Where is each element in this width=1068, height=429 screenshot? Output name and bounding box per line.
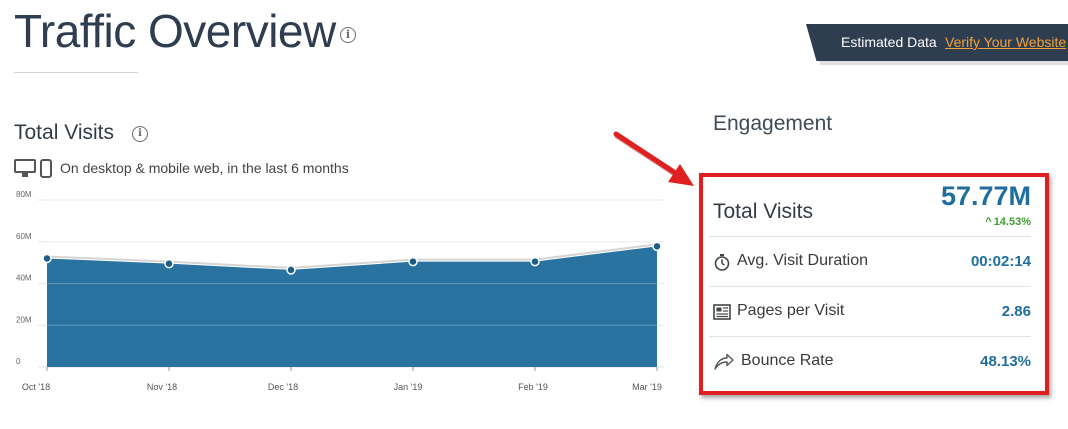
data-point[interactable] bbox=[42, 253, 52, 264]
metric-value: 00:02:14 bbox=[970, 253, 1031, 270]
info-icon[interactable]: i bbox=[340, 27, 356, 43]
estimated-data-banner bbox=[806, 24, 1068, 61]
x-tick-label: Oct '18 bbox=[22, 382, 50, 392]
change-value: 14.53% bbox=[993, 216, 1031, 228]
total-visits-label: Total Visits bbox=[713, 200, 813, 223]
metric-label: Pages per Visit bbox=[737, 302, 845, 319]
total-visits-title: Total Visits bbox=[14, 121, 114, 144]
data-point[interactable] bbox=[530, 256, 540, 267]
metric-label: Avg. Visit Duration bbox=[737, 252, 869, 269]
y-tick-label: 40M bbox=[16, 274, 32, 283]
metric-label: Bounce Rate bbox=[741, 352, 834, 369]
red-arrow-annotation bbox=[613, 131, 694, 186]
y-tick-label: 0 bbox=[16, 357, 21, 366]
engagement-row-avg-visit-duration: Avg. Visit Duration 00:02:14 bbox=[709, 237, 1031, 287]
data-point[interactable] bbox=[408, 256, 418, 267]
visits-area[interactable] bbox=[47, 246, 657, 367]
total-visits-value: 57.77M bbox=[940, 181, 1031, 211]
metric-value: 48.13% bbox=[980, 353, 1031, 370]
engagement-title: Engagement bbox=[713, 112, 833, 135]
data-point[interactable] bbox=[286, 265, 296, 275]
stopwatch-icon bbox=[714, 254, 730, 271]
chevron-up-icon: ^ bbox=[985, 216, 992, 228]
x-tick-label: Nov '18 bbox=[147, 382, 177, 392]
total-visits-info-icon[interactable]: i bbox=[132, 126, 148, 142]
title-divider bbox=[14, 72, 138, 73]
estimated-data-label: Estimated Data bbox=[841, 34, 937, 50]
desktop-icon bbox=[14, 159, 36, 177]
data-point[interactable] bbox=[652, 241, 662, 252]
bounce-arrow-icon bbox=[714, 353, 734, 370]
x-tick-label: Jan '19 bbox=[394, 382, 423, 392]
pages-icon bbox=[713, 304, 731, 320]
x-tick-label: Dec '18 bbox=[268, 382, 298, 392]
verify-website-link[interactable]: Verify Your Website bbox=[945, 34, 1067, 50]
metric-value: 2.86 bbox=[1001, 303, 1031, 320]
page-title: Traffic Overview bbox=[14, 5, 336, 57]
engagement-row-total-visits: Total Visits 57.77M ^ 14.53% bbox=[709, 179, 1031, 237]
y-tick-label: 20M bbox=[16, 315, 32, 324]
engagement-panel: Total Visits 57.77M ^ 14.53% Avg. Visit D… bbox=[699, 173, 1049, 395]
total-visits-chart[interactable]: 80M 60M 40M 20M 0 Oct '18 Nov '18 Dec '18 Jan '1… bbox=[0, 190, 680, 400]
total-visits-change: ^ 14.53% bbox=[985, 216, 1031, 228]
y-tick-label: 80M bbox=[16, 190, 32, 199]
data-point[interactable] bbox=[164, 258, 174, 269]
device-description: On desktop & mobile web, in the last 6 m… bbox=[60, 160, 349, 176]
area-highlight-line bbox=[46, 243, 658, 269]
engagement-row-pages-per-visit: Pages per Visit 2.86 bbox=[709, 287, 1031, 337]
mobile-icon bbox=[40, 158, 52, 178]
engagement-row-bounce-rate: Bounce Rate 48.13% bbox=[709, 337, 1031, 387]
x-tick-label: Feb '19 bbox=[518, 382, 548, 392]
y-tick-label: 60M bbox=[16, 232, 32, 241]
x-tick-label: Mar '19 bbox=[632, 382, 662, 392]
device-filter: On desktop & mobile web, in the last 6 m… bbox=[14, 158, 349, 178]
